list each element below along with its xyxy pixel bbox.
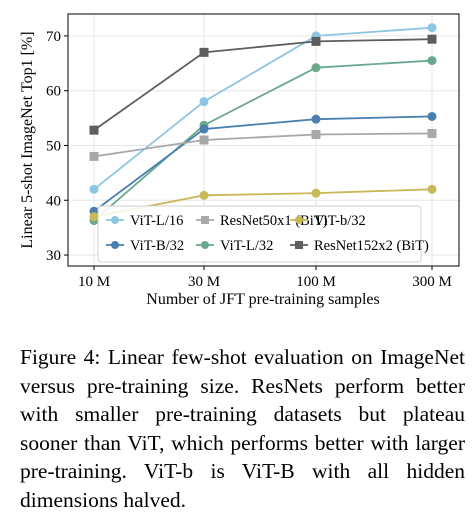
data-point-square [89,151,99,161]
y-tick-label: 30 [46,248,61,264]
legend-marker-circle [295,216,303,224]
legend: ViT-L/16 ViT-B/32 ResNet50x1 (BiT) ViT-L/32… [97,205,429,263]
data-point-square [89,125,99,135]
series [89,23,437,226]
series-resnet152x2-bit- [89,34,437,135]
series-vit-b-32 [89,111,437,216]
data-point-square [199,47,209,57]
data-point-circle [427,184,437,194]
legend-label: ResNet152x2 (BiT) [314,238,429,254]
figure-caption: Figure 4: Linear few-shot evaluation on … [20,345,465,512]
legend-label: ResNet50x1 (BiT) [220,213,328,229]
legend-item: ViT-b/32 [290,213,366,229]
data-point-square [427,128,437,138]
legend-item: ResNet152x2 (BiT) [290,238,429,254]
y-tick-label: 70 [46,29,61,45]
data-point-circle [427,111,437,121]
data-point-square [427,34,437,44]
data-point-square [311,130,321,140]
x-tick-label: 300 M [412,274,452,290]
y-tick-label: 50 [46,138,61,154]
data-point-circle [89,212,99,222]
data-point-circle [199,97,209,107]
legend-item: ViT-L/16 [106,213,183,229]
data-point-circle [199,124,209,134]
legend-label: ViT-L/32 [220,238,273,254]
legend-label: ViT-b/32 [314,213,366,229]
data-point-circle [427,56,437,66]
legend-marker-circle [201,241,209,249]
data-point-circle [311,63,321,73]
data-point-circle [427,23,437,33]
series-vit-l-32 [89,56,437,226]
legend-marker-circle [111,216,119,224]
series-line [93,115,433,212]
data-point-circle [311,114,321,124]
series-vit-l-16 [89,23,437,194]
legend-label: ViT-L/16 [130,213,183,229]
ticks: 30 40 50 60 70 10 M 30 M 100 M 300 M [46,29,452,290]
series-line [93,38,433,131]
legend-item: ViT-L/32 [196,238,273,254]
y-tick-label: 40 [46,193,61,209]
plot-frame [67,13,460,267]
data-point-circle [89,184,99,194]
data-point-circle [199,190,209,200]
x-tick-label: 100 M [296,274,336,290]
x-axis-label: Number of JFT pre-training samples [146,291,379,308]
data-point-square [311,36,321,46]
legend-box [97,205,422,263]
x-tick-label: 10 M [78,274,110,290]
y-tick-label: 60 [46,84,61,100]
data-point-square [199,135,209,145]
series-resnet50x1-bit- [89,128,437,161]
series-line [93,59,433,222]
legend-marker-circle [111,241,119,249]
x-tick-label: 30 M [188,274,220,290]
series-line [93,132,433,158]
chart: 30 40 50 60 70 10 M 30 M 100 M 300 M ViT-L/16 ViT… [19,13,460,308]
legend-marker-square [295,241,303,249]
legend-item: ViT-B/32 [106,238,184,254]
y-axis-label: Linear 5-shot ImageNet Top1 [%] [19,31,36,248]
series-line [93,26,433,191]
legend-label: ViT-B/32 [130,238,184,254]
grid [68,14,459,266]
legend-marker-square [201,216,209,224]
data-point-circle [311,188,321,198]
